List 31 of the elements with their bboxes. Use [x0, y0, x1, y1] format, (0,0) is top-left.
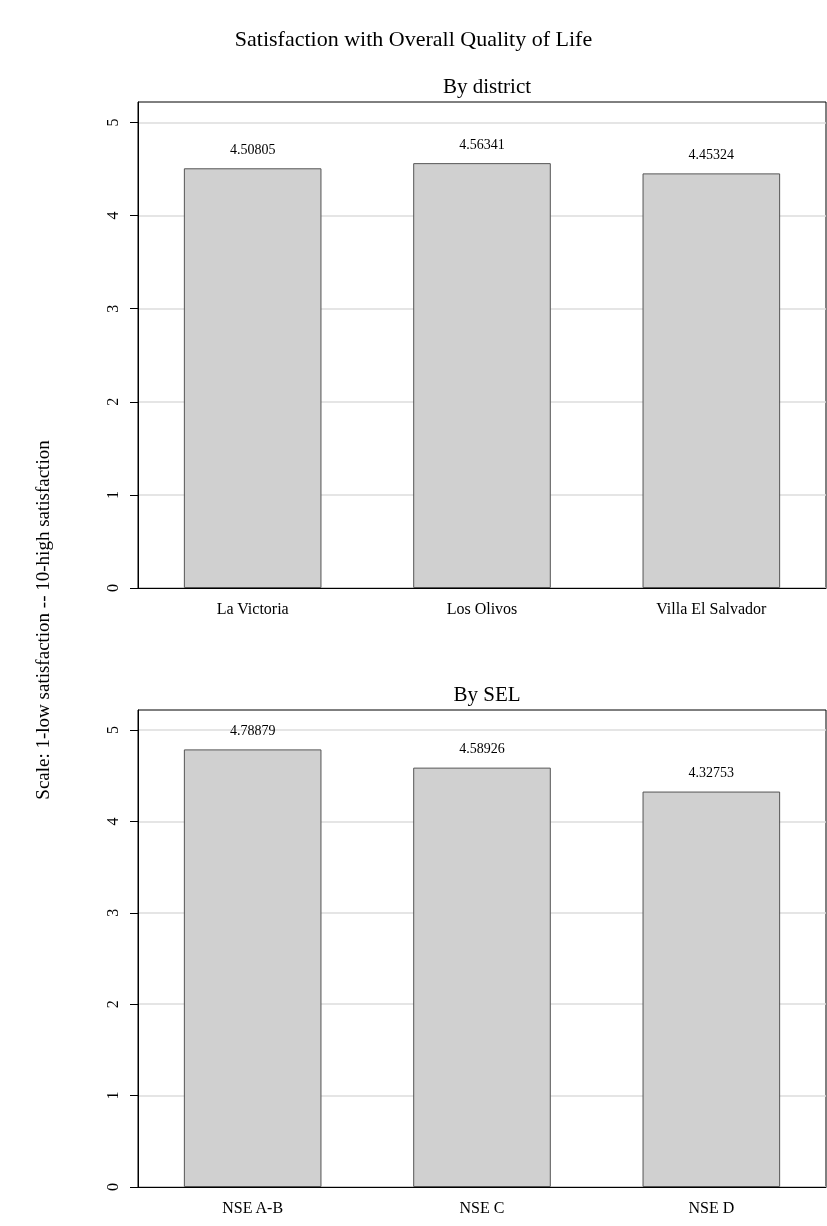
y-tick-label: 0 [103, 584, 121, 592]
data-label: 4.78879 [229, 722, 276, 738]
chart-title: Satisfaction with Overall Quality of Life [234, 25, 593, 51]
y-tick-label: 3 [103, 304, 121, 313]
bar [413, 767, 551, 1187]
bar [183, 749, 322, 1187]
x-tick-label: NSE D [688, 1198, 735, 1216]
y-tick-label: 1 [103, 1091, 121, 1100]
y-tick-label: 5 [103, 118, 121, 127]
bar [642, 791, 781, 1187]
y-tick-label: 5 [103, 726, 121, 735]
y-tick-label: 2 [103, 1000, 121, 1009]
x-tick-label: Los Olivos [446, 599, 518, 617]
y-tick-label: 4 [103, 817, 121, 826]
chart-subtitle: By district [442, 73, 532, 98]
chart-title: By SEL [453, 681, 521, 706]
y-tick-label: 4 [103, 211, 121, 220]
x-tick-label: La Victoria [216, 599, 289, 617]
x-tick-label: NSE C [459, 1198, 505, 1216]
data-label: 4.56341 [459, 136, 505, 152]
y-tick-label: 1 [103, 490, 121, 499]
data-label: 4.58926 [459, 741, 505, 757]
x-tick-label: NSE A-B [222, 1198, 284, 1216]
y-axis-title: Scale: 1-low satisfaction -- 10-high satisfaction [32, 440, 54, 800]
data-label: 4.45324 [688, 146, 735, 162]
y-tick-label: 2 [103, 397, 121, 406]
y-tick-label: 3 [103, 908, 121, 917]
data-label: 4.50805 [229, 141, 276, 157]
y-tick-label: 0 [103, 1183, 121, 1191]
x-tick-label: Villa El Salvador [656, 599, 768, 617]
data-label: 4.32753 [688, 765, 735, 781]
